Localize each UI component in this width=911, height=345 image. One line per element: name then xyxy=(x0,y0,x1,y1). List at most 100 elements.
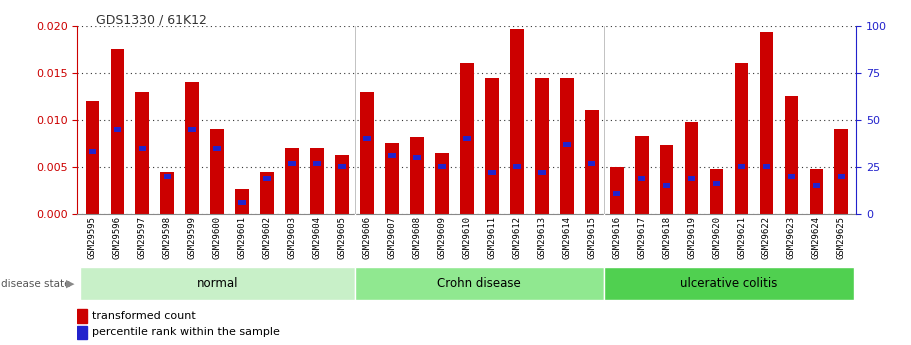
Bar xyxy=(460,63,474,214)
Bar xyxy=(638,176,645,181)
Bar xyxy=(160,171,174,214)
Bar xyxy=(385,144,399,214)
Text: GSM29604: GSM29604 xyxy=(312,216,322,258)
Bar xyxy=(538,170,546,175)
Text: GSM29619: GSM29619 xyxy=(687,216,696,258)
Bar xyxy=(609,167,623,214)
Text: GSM29612: GSM29612 xyxy=(512,216,521,258)
Bar xyxy=(688,176,695,181)
Bar xyxy=(563,142,570,147)
Bar xyxy=(435,153,449,214)
Text: GSM29621: GSM29621 xyxy=(737,216,746,258)
Text: GSM29595: GSM29595 xyxy=(88,216,97,258)
Bar xyxy=(414,155,421,160)
Text: GSM29616: GSM29616 xyxy=(612,216,621,258)
Bar xyxy=(114,127,121,132)
Text: GSM29624: GSM29624 xyxy=(812,216,821,258)
Text: GSM29596: GSM29596 xyxy=(113,216,122,258)
Bar xyxy=(763,164,770,169)
Bar xyxy=(360,92,374,214)
Text: GSM29602: GSM29602 xyxy=(262,216,271,258)
Bar xyxy=(604,267,854,300)
Text: GSM29611: GSM29611 xyxy=(487,216,496,258)
Bar xyxy=(660,145,673,214)
Bar xyxy=(810,169,824,214)
Text: GSM29606: GSM29606 xyxy=(363,216,372,258)
Bar xyxy=(164,174,171,179)
Text: GSM29623: GSM29623 xyxy=(787,216,796,258)
Bar xyxy=(535,78,548,214)
Bar xyxy=(354,267,604,300)
Bar xyxy=(760,32,773,214)
Bar xyxy=(635,136,649,214)
Text: GDS1330 / 61K12: GDS1330 / 61K12 xyxy=(96,14,207,27)
Text: GSM29597: GSM29597 xyxy=(138,216,147,258)
Bar xyxy=(588,160,596,166)
Bar xyxy=(663,183,670,188)
Text: ▶: ▶ xyxy=(66,279,74,289)
Bar xyxy=(363,136,371,141)
Text: GSM29610: GSM29610 xyxy=(463,216,471,258)
Text: GSM29620: GSM29620 xyxy=(712,216,721,258)
Bar xyxy=(213,146,221,151)
Text: GSM29600: GSM29600 xyxy=(213,216,221,258)
Text: GSM29615: GSM29615 xyxy=(588,216,596,258)
Text: GSM29618: GSM29618 xyxy=(662,216,671,258)
Text: GSM29601: GSM29601 xyxy=(238,216,247,258)
Bar xyxy=(311,148,324,214)
Bar xyxy=(338,164,346,169)
Bar xyxy=(463,136,471,141)
Text: GSM29617: GSM29617 xyxy=(637,216,646,258)
Bar xyxy=(488,170,496,175)
Bar xyxy=(513,164,520,169)
Bar xyxy=(438,164,445,169)
Bar xyxy=(189,127,196,132)
Bar xyxy=(738,164,745,169)
Text: GSM29608: GSM29608 xyxy=(413,216,422,258)
Text: GSM29614: GSM29614 xyxy=(562,216,571,258)
Bar xyxy=(138,146,146,151)
Bar xyxy=(710,169,723,214)
Bar xyxy=(136,92,149,214)
Bar xyxy=(784,96,798,214)
Bar xyxy=(285,148,299,214)
Text: Crohn disease: Crohn disease xyxy=(437,277,521,290)
Bar xyxy=(613,191,620,196)
Text: GSM29605: GSM29605 xyxy=(338,216,346,258)
Bar xyxy=(837,174,845,179)
Text: percentile rank within the sample: percentile rank within the sample xyxy=(92,327,280,337)
Bar xyxy=(186,82,200,214)
Bar xyxy=(712,181,721,186)
Bar xyxy=(585,110,599,214)
Text: GSM29625: GSM29625 xyxy=(837,216,845,258)
Text: GSM29607: GSM29607 xyxy=(387,216,396,258)
Text: normal: normal xyxy=(197,277,238,290)
Bar xyxy=(263,176,271,181)
Bar xyxy=(485,78,498,214)
Text: GSM29598: GSM29598 xyxy=(163,216,172,258)
Bar xyxy=(261,171,274,214)
Bar xyxy=(813,183,820,188)
Bar xyxy=(235,188,249,214)
Bar xyxy=(88,149,97,155)
Bar xyxy=(289,160,296,166)
Bar xyxy=(313,160,321,166)
Text: GSM29622: GSM29622 xyxy=(762,216,771,258)
Bar xyxy=(110,49,124,214)
Text: GSM29599: GSM29599 xyxy=(188,216,197,258)
Bar xyxy=(77,309,87,323)
Text: GSM29609: GSM29609 xyxy=(437,216,446,258)
Bar xyxy=(734,63,748,214)
Bar xyxy=(239,200,246,205)
Text: transformed count: transformed count xyxy=(92,311,196,321)
Text: GSM29613: GSM29613 xyxy=(537,216,547,258)
Text: disease state: disease state xyxy=(1,279,70,289)
Bar xyxy=(510,29,524,214)
Text: ulcerative colitis: ulcerative colitis xyxy=(681,277,778,290)
Bar xyxy=(77,326,87,339)
Bar xyxy=(560,78,574,214)
Bar xyxy=(335,155,349,214)
Bar xyxy=(834,129,848,214)
Bar xyxy=(788,174,795,179)
Bar xyxy=(86,101,99,214)
